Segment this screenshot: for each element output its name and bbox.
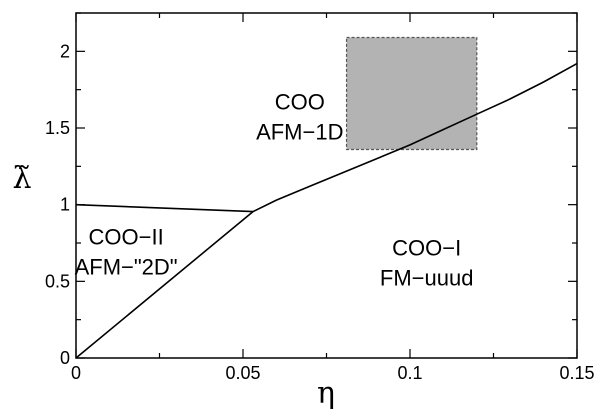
shaded-region — [345, 36, 478, 151]
x-tick-label: 0.1 — [397, 363, 422, 383]
y-tick-label: 2 — [60, 41, 70, 61]
region-label-coo-i: COO−I FM−uuud — [380, 235, 474, 290]
region-label-coo-ii: COO−II AFM−"2D" — [75, 225, 178, 280]
phase-boundary-lower-left — [75, 210, 254, 359]
x-axis-label: η — [317, 376, 335, 410]
plot-area: COO AFM−1D COO−II AFM−"2D" COO−I FM−uuud — [75, 12, 578, 359]
phase-boundary-right — [252, 62, 578, 213]
region-label-line: FM−uuud — [380, 265, 474, 290]
region-label-line: AFM−1D — [256, 120, 343, 145]
plot-frame — [75, 12, 578, 359]
y-tick-label: 1 — [60, 195, 70, 215]
y-tick-label: 0 — [60, 348, 70, 368]
y-tick-label: 0.5 — [45, 271, 70, 291]
region-label-line: COO — [275, 90, 325, 115]
y-axis-label: λ̃ — [12, 161, 31, 196]
x-tick-label: 0.05 — [225, 363, 260, 383]
x-tick-label: 0.15 — [559, 363, 594, 383]
region-label-line: COO−II — [89, 225, 164, 250]
y-axis: 0 0.5 1 1.5 2 — [45, 12, 577, 368]
x-tick-label: 0 — [71, 363, 81, 383]
region-label-line: AFM−"2D" — [75, 255, 178, 280]
y-tick-label: 1.5 — [45, 118, 70, 138]
x-axis: 0 0.05 0.1 0.15 — [71, 13, 595, 383]
phase-boundary-upper-left — [75, 203, 254, 213]
region-label-line: COO−I — [392, 235, 461, 260]
region-label-coo: COO AFM−1D — [256, 90, 343, 145]
